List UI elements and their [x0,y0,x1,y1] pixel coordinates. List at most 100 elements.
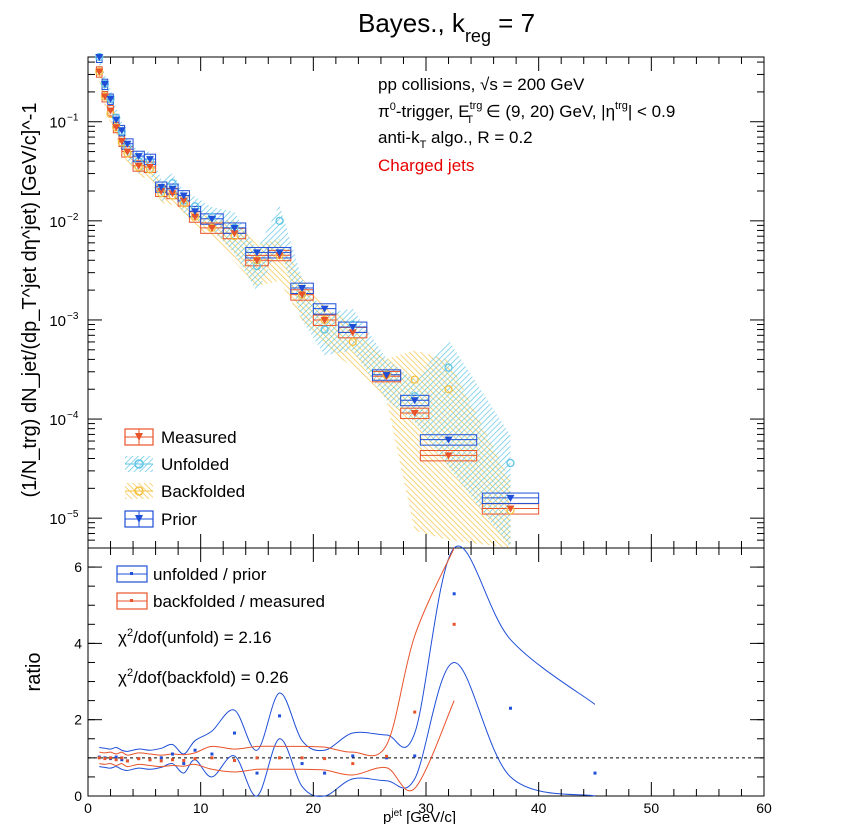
legend-item-prior: Prior [124,510,197,529]
unfold-ratio-point-21 [452,592,456,596]
measured-point-16 [298,291,307,299]
x-tick-label-3: 30 [418,800,434,816]
top-bands [99,57,511,548]
backfold-ratio-point-5 [125,759,129,763]
legend-item-backfolded-over-measured: backfolded / measured [116,592,325,611]
x-tick-label-1: 10 [193,800,209,816]
prior-point-1 [100,81,109,89]
backfold-ratio-point-12 [210,756,214,760]
unfold-ratio-point-19 [385,756,389,760]
measured-point-22 [506,505,515,513]
unfolded-point-17 [320,325,329,334]
bottom-y-tick-label-1: 2 [74,712,82,728]
top-y-tick-exp-3: −2 [67,212,79,223]
annotation-line3: anti-kT algo., R = 0.2 [378,128,533,151]
x-axis-label: pjet [GeV/c] [383,808,456,824]
measured-point-5 [123,148,132,156]
legend-item-unfolded-over-prior: unfolded / prior [116,565,267,584]
backfold-lower-curve [99,700,455,792]
measured-point-20 [410,410,419,418]
measured-point-21 [444,452,453,460]
prior-point-15 [275,249,284,257]
unfold-ratio-point-9 [171,752,174,756]
svg-text:Backfolded: Backfolded [161,482,245,501]
backfold-ratio-point-9 [171,758,174,762]
top-legend: Measured Unfolded Backfolded Prior [124,428,245,529]
backfold-ratio-point-11 [193,757,197,761]
measured-point-12 [207,224,216,232]
measured-point-14 [253,257,261,265]
backfold-ratio-point-21 [452,622,456,626]
unfold-ratio-point-23 [593,771,597,775]
prior-point-9 [168,185,177,193]
bottom-y-tick-label-0: 0 [74,788,82,804]
top-y-tick-exp-2: −3 [67,311,79,322]
bottom-markers [97,592,597,775]
top-y-tick-exp-1: −4 [67,410,79,421]
svg-text:unfolded / prior: unfolded / prior [153,565,267,584]
unfolded-point-21 [444,363,453,372]
backfold-ratio-point-18 [351,762,355,766]
backfold-ratio-point-3 [114,758,118,762]
unfolded-point-22 [506,458,515,468]
svg-text:Measured: Measured [161,428,237,447]
top-y-tick-label-4: 10 [49,115,66,132]
annotation-line2: π0-trigger, Etrg T ∈ (9, 20) GeV, |ηtrg| … [378,100,675,126]
svg-text:Unfolded: Unfolded [161,455,229,474]
top-y-tick-label-3: 10 [49,214,66,231]
backfold-ratio-point-20 [413,710,417,714]
prior-point-0 [95,54,104,61]
prior-point-7 [145,156,154,164]
x-tick-label-6: 60 [756,800,772,816]
x-tick-label-0: 0 [84,800,92,816]
legend-unfolded-marker [134,459,144,469]
top-y-tick-label-2: 10 [49,313,66,330]
bottom-y-axis-label: ratio [23,653,45,692]
top-y-tick-label-0: 10 [49,511,66,528]
unfold-ratio-point-8 [159,756,163,760]
measured-point-13 [230,230,239,238]
annotation-charged-jets: Charged jets [378,156,474,175]
unfold-ratio-point-22 [509,706,512,710]
prior-point-10 [179,192,188,200]
prior-point-5 [123,140,132,148]
top-y-tick-exp-0: −5 [67,509,79,520]
backfold-ratio-point-4 [120,756,124,760]
prior-point-13 [230,224,239,232]
backfold-ratio-point-13 [232,759,236,763]
backfold-ratio-point-14 [255,756,259,760]
unfold-lower-curve [99,661,596,797]
backfolded-point-18 [348,337,357,347]
measured-point-10 [179,197,188,205]
svg-text:backfolded / measured: backfolded / measured [153,592,325,611]
legend-item-unfolded: Unfolded [125,455,229,474]
unfold-ratio-point-13 [232,731,236,735]
prior-point-6 [134,153,143,161]
unfold-ratio-point-16 [300,762,304,766]
measured-point-8 [157,188,166,196]
measured-point-2 [106,107,115,115]
measured-point-1 [100,93,109,101]
legend-measured-marker [135,433,143,441]
annotation-line1: pp collisions, √s = 200 GeV [378,75,585,94]
top-axes: 10−510−410−310−210−1 [49,57,765,548]
backfold-ratio-point-16 [300,756,304,760]
backfold-ratio-point-15 [278,756,282,760]
legend-prior-marker [135,515,143,523]
unfold-ratio-point-12 [210,752,214,756]
prior-point-12 [207,215,216,223]
measured-point-6 [134,162,143,170]
unfold-ratio-point-10 [182,762,186,766]
bottom-y-tick-label-2: 4 [74,635,82,651]
measured-point-11 [191,213,200,221]
backfold-upper-curve [99,547,455,757]
measured-point-0 [95,68,104,76]
backfold-ratio-point-19 [385,754,389,758]
unfold-ratio-point-15 [278,714,282,718]
measured-point-4 [117,137,126,145]
backfold-ratio-point-2 [109,756,113,760]
unfold-ratio-point-18 [351,754,355,758]
measured-point-3 [112,124,121,132]
legend-backfolded-marker [134,486,144,496]
prior-point-8 [157,183,166,191]
